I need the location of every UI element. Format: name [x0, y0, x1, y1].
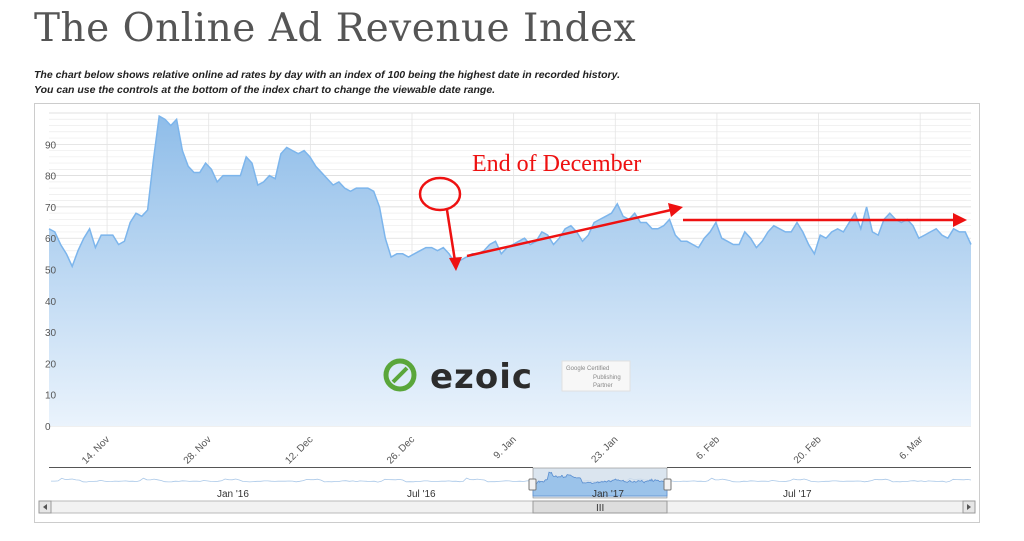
x-tick-label: 6. Feb: [694, 434, 722, 462]
badge-line-2: Publishing: [593, 375, 621, 381]
navigator-handle-right[interactable]: [663, 478, 672, 491]
navigator-label-jul17: Jul '17: [783, 489, 812, 500]
y-tick-label: 80: [45, 172, 57, 183]
navigator-label-jan16: Jan '16: [217, 489, 249, 500]
navigator-label-jul16: Jul '16: [407, 489, 436, 500]
scrollbar-track[interactable]: [38, 500, 976, 514]
navigator-scrollbar[interactable]: III: [38, 500, 976, 514]
ezoic-watermark: ezoic Google Certified Publishing Partne…: [383, 357, 631, 397]
chart-description-line-2: You can use the controls at the bottom o…: [34, 84, 496, 96]
navigator[interactable]: Jan '16 Jul '16 Jan '17 Jul '17: [49, 467, 972, 500]
navigator-label-jan17: Jan '17: [592, 489, 624, 500]
x-tick-label: 12. Dec: [283, 434, 315, 466]
ezoic-logo-icon: [383, 358, 417, 392]
annotation-arrowhead-down: [449, 257, 462, 271]
annotation-arrowhead-rise: [668, 203, 683, 217]
annotation-circle: [418, 176, 462, 212]
x-tick-label: 23. Jan: [589, 434, 620, 465]
navigator-outline-right: [667, 467, 971, 468]
annotation-arrow-down: [445, 209, 457, 262]
chart-frame: 0 10 20 30 40 50 60 70 80 90 14. Nov 28. Nov 12. De…: [34, 103, 980, 523]
navigator-outline-left: [49, 467, 533, 468]
ezoic-wordmark: ezoic: [430, 357, 533, 397]
annotation-arrow-rise: [466, 208, 672, 258]
y-axis-tick-labels: 0 10 20 30 40 50 60 70 80 90: [45, 140, 57, 433]
scrollbar-grip-icon: III: [596, 503, 604, 514]
x-axis-tick-labels: 14. Nov 28. Nov 12. Dec 26. Dec 9. Jan 23. Ja…: [80, 434, 926, 467]
y-tick-label: 70: [45, 203, 57, 214]
index-chart: 0 10 20 30 40 50 60 70 80 90 14. Nov 28. Nov 12. De…: [38, 112, 976, 514]
badge-line-3: Partner: [593, 383, 613, 389]
y-tick-label: 90: [45, 140, 57, 151]
y-tick-label: 40: [45, 297, 57, 308]
series-area-fill: [49, 116, 971, 426]
x-tick-label: 28. Nov: [182, 434, 214, 466]
y-tick-label: 10: [45, 391, 57, 402]
end-of-december-annotation: End of December: [418, 151, 967, 271]
x-tick-label: 6. Mar: [897, 434, 925, 462]
x-tick-label: 20. Feb: [792, 434, 824, 466]
y-tick-label: 60: [45, 234, 57, 245]
navigator-background: [49, 468, 971, 498]
x-tick-label: 14. Nov: [80, 434, 112, 466]
y-tick-label: 20: [45, 359, 57, 370]
chart-description-line-1: The chart below shows relative online ad…: [34, 69, 620, 81]
navigator-handle-left[interactable]: [528, 478, 537, 491]
y-tick-label: 0: [45, 422, 51, 433]
x-tick-label: 26. Dec: [385, 434, 417, 466]
scrollbar-thumb[interactable]: [532, 500, 668, 514]
navigator-selected-series: [532, 471, 668, 497]
annotation-label: End of December: [472, 151, 641, 177]
y-tick-label: 50: [45, 266, 57, 277]
badge-line-1: Google Certified: [566, 366, 609, 372]
scroll-right-arrow-icon: [967, 504, 971, 510]
y-tick-label: 30: [45, 328, 57, 339]
certified-badge: [561, 360, 631, 392]
navigator-series: [51, 477, 972, 483]
x-tick-label: 9. Jan: [492, 434, 519, 461]
scroll-left-arrow-icon: [43, 504, 47, 510]
annotation-arrowhead-flat: [953, 213, 967, 227]
page-title: The Online Ad Revenue Index: [34, 6, 637, 51]
